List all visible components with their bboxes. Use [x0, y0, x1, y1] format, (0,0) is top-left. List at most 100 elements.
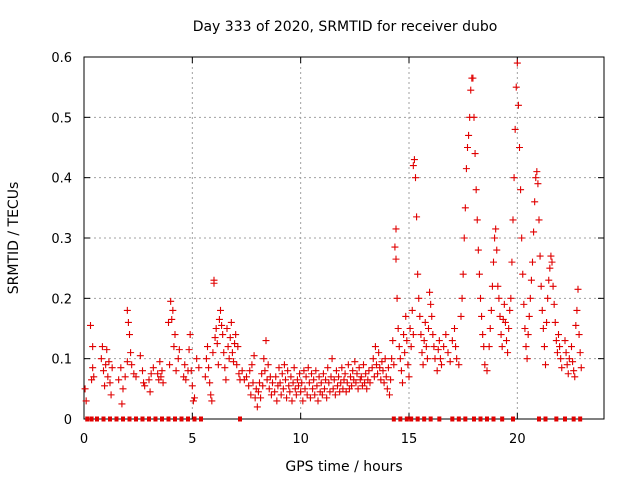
data-point — [356, 376, 364, 384]
data-point — [273, 397, 281, 405]
data-point — [245, 382, 253, 390]
data-point — [291, 385, 299, 393]
data-point — [355, 364, 363, 372]
data-point — [438, 361, 445, 369]
data-point — [330, 376, 338, 384]
data-point — [387, 376, 395, 384]
data-point — [100, 367, 107, 375]
data-point — [90, 373, 98, 381]
data-point — [323, 394, 331, 402]
y-tick-labels: 0 0.1 0.2 0.3 0.4 0.5 0.6 — [51, 51, 72, 428]
data-point — [415, 294, 423, 302]
data-point — [573, 306, 581, 314]
data-point — [123, 358, 131, 366]
data-point — [293, 376, 301, 384]
data-point — [446, 358, 454, 366]
data-point — [121, 373, 129, 381]
data-point — [344, 361, 352, 369]
data-point — [187, 367, 195, 375]
zero-marker — [422, 416, 427, 422]
data-point — [396, 355, 404, 363]
data-point — [570, 367, 578, 375]
data-point — [458, 294, 466, 302]
data-point — [262, 337, 270, 345]
data-point — [375, 349, 383, 357]
data-point — [369, 355, 377, 363]
data-point — [568, 343, 575, 351]
data-point — [226, 334, 234, 342]
x-axis-label: GPS time / hours — [285, 459, 402, 475]
data-point — [563, 361, 571, 369]
data-point — [487, 306, 495, 314]
data-point — [400, 331, 408, 339]
data-point — [166, 361, 174, 369]
data-point — [283, 394, 291, 402]
data-point — [425, 325, 432, 332]
data-point — [417, 331, 425, 339]
data-point — [149, 364, 157, 372]
data-point — [478, 312, 486, 320]
data-point — [81, 385, 89, 393]
data-point — [328, 355, 336, 363]
data-point — [181, 361, 189, 369]
data-point — [124, 318, 132, 326]
data-point — [561, 337, 569, 345]
data-point — [511, 125, 519, 133]
data-point — [182, 376, 190, 384]
data-point — [222, 376, 230, 384]
data-point — [127, 349, 135, 357]
data-point — [322, 376, 330, 384]
zero-marker — [404, 416, 409, 422]
data-point — [532, 174, 540, 182]
data-point — [212, 325, 220, 332]
data-point — [89, 343, 97, 351]
data-point — [310, 376, 318, 384]
data-point — [260, 355, 268, 363]
data-point — [247, 391, 255, 399]
data-point — [186, 331, 194, 339]
data-point — [302, 373, 310, 381]
data-point — [391, 243, 399, 251]
data-point — [329, 385, 337, 393]
data-point — [280, 361, 288, 369]
data-point — [253, 403, 261, 411]
data-point — [457, 312, 465, 320]
data-point — [156, 358, 164, 366]
data-point — [485, 343, 493, 351]
data-point — [543, 318, 551, 326]
data-point — [272, 373, 280, 381]
data-point — [577, 364, 585, 372]
data-point — [123, 306, 131, 314]
data-point — [562, 349, 570, 357]
data-point — [228, 349, 236, 357]
data-point — [314, 397, 322, 405]
data-point — [146, 388, 154, 396]
zero-marker — [108, 416, 112, 422]
data-point — [326, 388, 334, 396]
data-point — [339, 385, 347, 393]
data-point — [325, 379, 333, 387]
data-point — [227, 318, 235, 326]
data-point — [296, 370, 304, 378]
data-point — [508, 258, 516, 266]
data-point — [136, 352, 144, 360]
data-point — [493, 246, 501, 254]
data-point — [376, 364, 384, 372]
data-point — [388, 355, 396, 363]
data-point — [170, 343, 178, 351]
data-point — [467, 86, 475, 94]
data-point — [278, 370, 286, 378]
data-point — [410, 156, 418, 164]
zero-marker — [147, 416, 151, 422]
data-point — [395, 343, 403, 351]
data-point — [175, 346, 183, 354]
data-point — [392, 225, 400, 233]
data-point — [422, 343, 430, 351]
data-point — [263, 376, 271, 384]
zero-marker — [398, 416, 403, 422]
zero-marker — [537, 416, 541, 422]
data-point — [282, 376, 289, 384]
data-point — [206, 379, 214, 387]
zero-marker — [391, 416, 396, 422]
y-axis-label: SRMTID / TECUs — [6, 182, 22, 295]
